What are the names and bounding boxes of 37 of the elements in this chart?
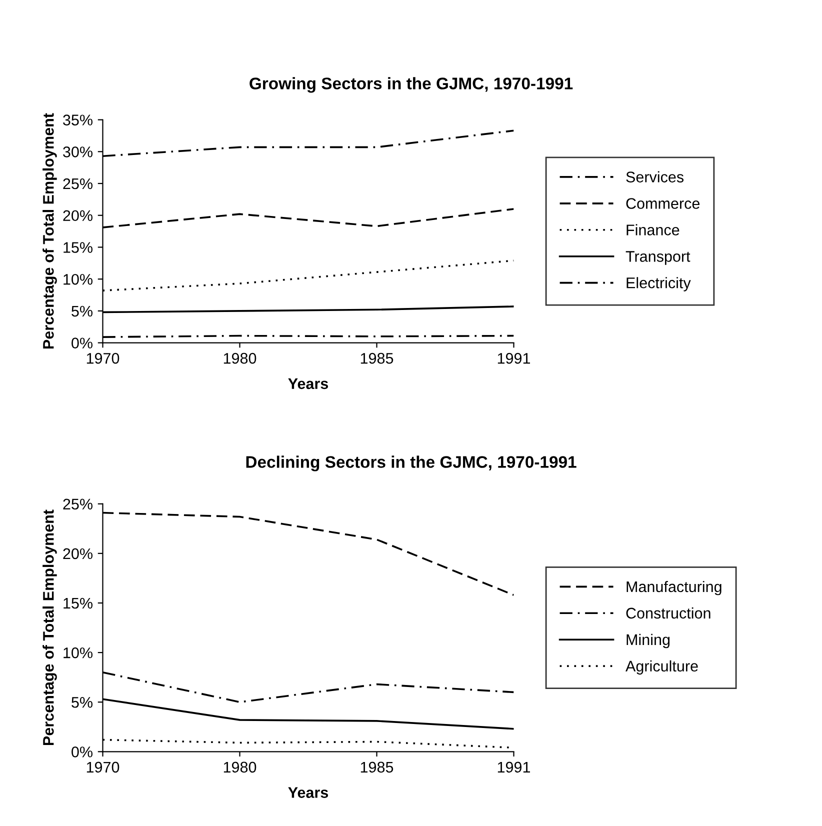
x-axis-title: Years <box>288 378 328 390</box>
y-tick-label: 15% <box>64 598 92 609</box>
legend-label: Finance <box>626 224 680 236</box>
legend-label: Agriculture <box>626 660 698 675</box>
legend-label: Manufacturing <box>626 580 722 596</box>
y-tick-label: 0% <box>72 338 92 348</box>
y-tick-label: 10% <box>64 647 92 658</box>
x-tick-label: 1980 <box>224 762 256 773</box>
legend-label: Electricity <box>626 277 691 292</box>
legend-label: Services <box>626 171 684 182</box>
y-tick-label: 35% <box>63 114 92 126</box>
legend-label: Mining <box>626 634 670 648</box>
y-axis-title: Percentage of Total Employment <box>42 113 57 349</box>
y-axis-title: Percentage of Total Employment <box>42 510 57 746</box>
y-tick-label: 10% <box>64 274 92 285</box>
chart-title: Declining Sectors in the GJMC, 1970-1991 <box>246 456 576 472</box>
y-tick-label: 5% <box>72 697 92 708</box>
y-tick-label: 0% <box>72 746 92 758</box>
x-tick-label: 1991 <box>498 762 530 773</box>
x-tick-label: 1970 <box>86 352 120 364</box>
y-tick-label: 20% <box>63 210 92 222</box>
y-tick-label: 20% <box>63 548 92 560</box>
y-tick-label: 15% <box>64 242 92 253</box>
chart-title: Growing Sectors in the GJMC, 1970-1991 <box>250 77 573 93</box>
x-tick-label: 1980 <box>224 352 256 364</box>
x-tick-label: 1985 <box>360 762 394 773</box>
x-tick-label: 1985 <box>360 352 394 364</box>
y-tick-label: 30% <box>63 146 92 158</box>
legend-label: Transport <box>626 251 690 265</box>
x-tick-label: 1970 <box>86 762 120 773</box>
y-tick-label: 5% <box>72 306 92 317</box>
legend-label: Commerce <box>626 198 700 209</box>
y-tick-label: 25% <box>63 498 92 510</box>
y-tick-label: 25% <box>63 178 92 190</box>
x-tick-label: 1991 <box>498 352 530 364</box>
legend-label: Construction <box>626 607 710 619</box>
x-axis-title: Years <box>288 787 328 798</box>
